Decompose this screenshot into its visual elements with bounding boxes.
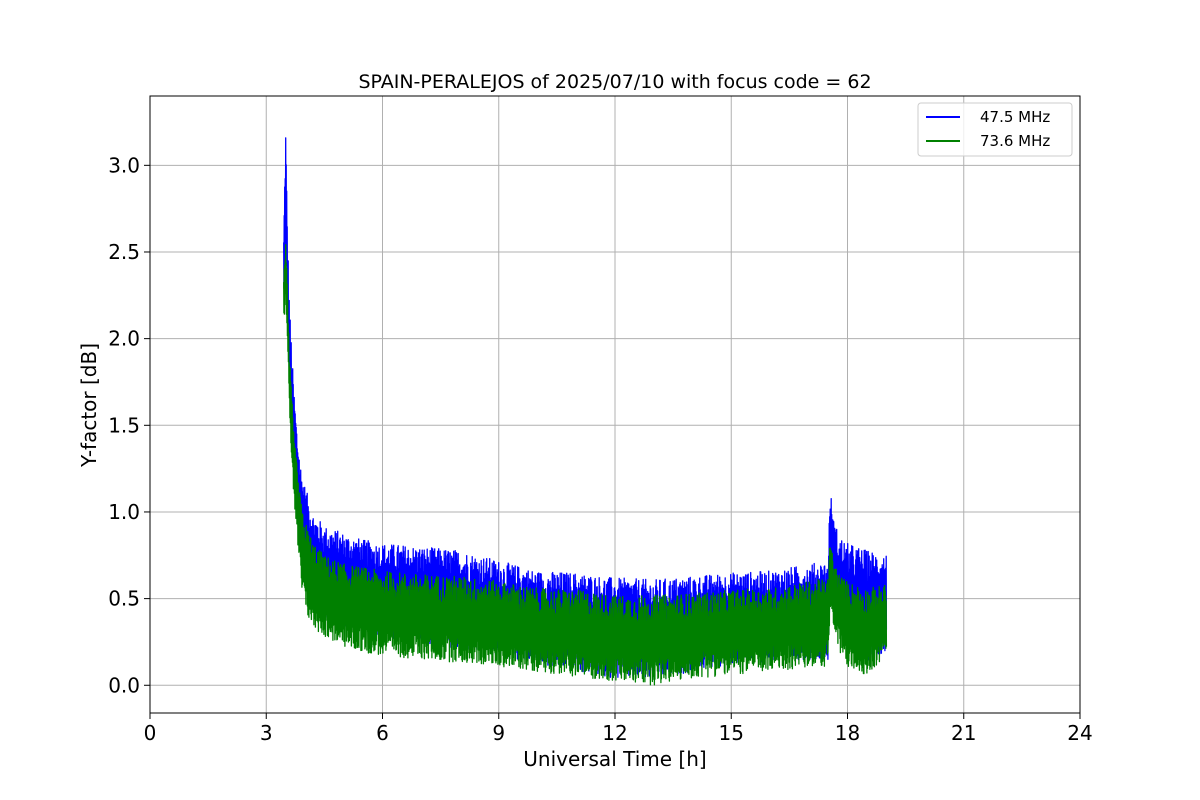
legend: 47.5 MHz 73.6 MHz bbox=[917, 102, 1073, 157]
y-tick-label: 2.0 bbox=[108, 327, 140, 351]
axis-ticks: 0 3 6 9 12 15 18 21 24 0.0 0.5 1.0 1.5 2.0 2.5 3.0 bbox=[108, 153, 1093, 745]
x-tick-label: 6 bbox=[376, 721, 389, 745]
x-tick-label: 21 bbox=[951, 721, 976, 745]
x-tick-label: 3 bbox=[260, 721, 273, 745]
x-tick-label: 9 bbox=[492, 721, 505, 745]
y-tick-label: 1.5 bbox=[108, 413, 140, 437]
legend-label-47-5: 47.5 MHz bbox=[980, 108, 1050, 126]
y-axis-label: Y-factor [dB] bbox=[77, 343, 101, 468]
y-tick-label: 2.5 bbox=[108, 240, 140, 264]
x-tick-label: 12 bbox=[602, 721, 627, 745]
x-tick-label: 24 bbox=[1067, 721, 1092, 745]
legend-label-73-6: 73.6 MHz bbox=[980, 132, 1050, 150]
x-tick-label: 15 bbox=[719, 721, 744, 745]
y-tick-label: 0.0 bbox=[108, 673, 140, 697]
y-tick-label: 1.0 bbox=[108, 500, 140, 524]
y-tick-label: 0.5 bbox=[108, 587, 140, 611]
chart-title: SPAIN-PERALEJOS of 2025/07/10 with focus… bbox=[358, 71, 871, 93]
x-tick-label: 18 bbox=[835, 721, 860, 745]
x-tick-label: 0 bbox=[144, 721, 157, 745]
plot-area bbox=[283, 137, 888, 686]
x-axis-label: Universal Time [h] bbox=[523, 747, 706, 771]
series-line-73-6-mhz bbox=[283, 244, 888, 686]
y-tick-label: 3.0 bbox=[108, 153, 140, 177]
